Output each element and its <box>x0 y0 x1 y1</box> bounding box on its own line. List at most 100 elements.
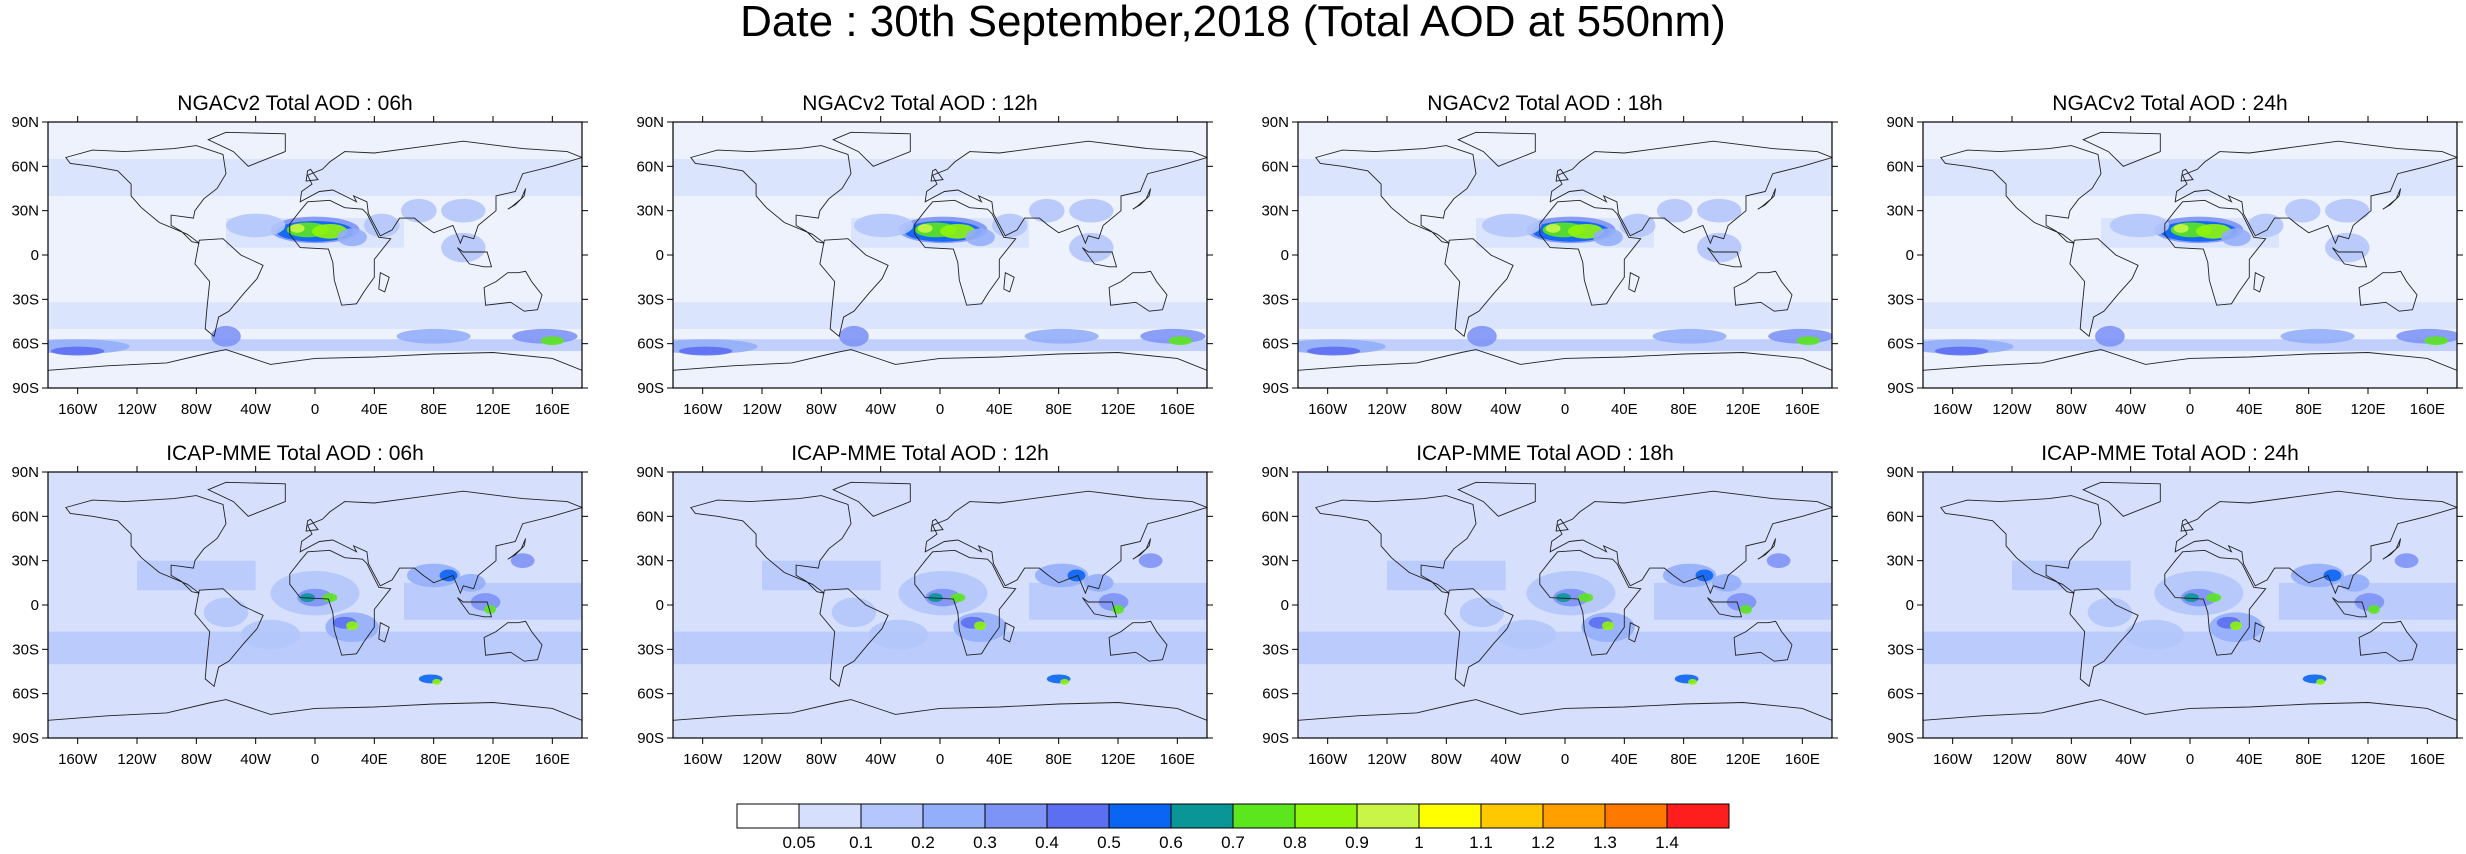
lon-tick-label: 80E <box>1670 401 1697 418</box>
coastline <box>507 188 527 210</box>
lat-tick-label: 60N <box>1886 158 1914 175</box>
lat-tick-label: 60N <box>1261 158 1289 175</box>
colorbar-label: 1.2 <box>1531 833 1555 852</box>
aod-band <box>673 158 1207 196</box>
lon-tick-label: 160W <box>1308 751 1348 768</box>
lon-tick-label: 0 <box>2186 401 2194 418</box>
colorbar-segment <box>1542 803 1606 829</box>
coastline <box>673 699 1207 738</box>
colorbar-label: 0.2 <box>911 833 935 852</box>
lon-tick-label: 40W <box>2115 401 2147 418</box>
coastline <box>289 549 392 656</box>
colorbar-label: 0.8 <box>1283 833 1307 852</box>
aod-band <box>673 508 1207 539</box>
aod-map: 90N 60N 30N 0 30S 60S 90S 160W 120W 80W 40W 0 40E 80E… <box>636 114 1213 418</box>
coastline <box>2382 538 2402 560</box>
coastline <box>1628 271 1640 293</box>
lon-tick-label: 160E <box>2410 401 2445 418</box>
coastline <box>1707 247 1743 268</box>
lon-tick-label: 40E <box>361 751 388 768</box>
lat-tick-label: 30N <box>636 203 664 220</box>
lon-tick-label: 160W <box>1933 401 1973 418</box>
aod-hotspot <box>2324 198 2370 223</box>
aod-hotspot <box>346 621 359 631</box>
aod-band <box>1298 631 1832 665</box>
lat-tick-label: 30N <box>1886 553 1914 570</box>
lon-tick-label: 80E <box>2295 751 2322 768</box>
lon-tick-label: 160E <box>1785 751 1820 768</box>
aod-hotspot <box>401 198 437 223</box>
lon-tick-label: 120E <box>475 401 510 418</box>
lat-tick-label: 90S <box>637 730 664 747</box>
lon-tick-label: 40W <box>1490 751 1522 768</box>
aod-hotspot <box>1060 678 1070 685</box>
panel-title: ICAP-MME Total AOD : 12h <box>791 442 1049 465</box>
colorbar-label: 0.4 <box>1035 833 1059 852</box>
map-panel: ICAP-MME Total AOD : 18h 90N 60N 30N 0 30S 60S… <box>1250 442 1840 832</box>
coastline <box>305 518 319 532</box>
aod-band <box>1923 339 2457 352</box>
lat-tick-label: 0 <box>656 247 664 264</box>
lat-tick-label: 60N <box>11 508 39 525</box>
lon-tick-label: 120W <box>117 751 157 768</box>
aod-hotspot <box>540 336 565 346</box>
lat-tick-label: 60N <box>1261 508 1289 525</box>
aod-band <box>1298 339 1832 352</box>
coastline <box>1457 481 1536 517</box>
aod-band <box>673 339 1207 352</box>
lat-tick-label: 0 <box>1906 247 1914 264</box>
lat-tick-label: 90N <box>11 114 39 131</box>
lon-tick-label: 40E <box>1611 401 1638 418</box>
aod-band <box>48 302 582 329</box>
lat-tick-label: 90S <box>1262 380 1289 397</box>
coastline <box>914 549 1017 656</box>
coastline <box>1940 145 2102 244</box>
coastline <box>2069 238 2139 338</box>
panel-title: NGACv2 Total AOD : 24h <box>2052 92 2288 115</box>
lon-tick-label: 160W <box>58 401 98 418</box>
coastline <box>1923 699 2457 738</box>
aod-hotspot <box>455 573 486 592</box>
coastline <box>1132 538 1152 560</box>
coastline <box>1733 620 1793 662</box>
coastline <box>194 238 264 338</box>
aod-hotspot <box>1697 198 1742 223</box>
lon-tick-label: 160W <box>58 751 98 768</box>
aod-band <box>1923 158 2457 196</box>
coastline <box>2358 270 2418 312</box>
lon-tick-label: 120E <box>1725 751 1760 768</box>
colorbar-segment <box>1356 803 1420 829</box>
aod-hotspot <box>925 588 961 607</box>
colorbar-label: 0.05 <box>782 833 815 852</box>
colorbar-segment <box>1232 803 1296 829</box>
aod-hotspot <box>510 553 535 569</box>
aod-hotspot <box>226 213 286 238</box>
aod-hotspot <box>1656 198 1693 223</box>
aod-hotspot <box>2184 593 2199 603</box>
aod-hotspot <box>1083 573 1114 592</box>
lon-tick-label: 160E <box>535 401 570 418</box>
coastline <box>483 270 543 312</box>
lat-tick-label: 30N <box>11 203 39 220</box>
colorbar-segment <box>736 803 800 829</box>
panel-title: NGACv2 Total AOD : 06h <box>177 92 413 115</box>
coastline <box>924 490 1207 595</box>
aod-hotspot <box>1593 228 1623 247</box>
lon-tick-label: 80W <box>2056 751 2088 768</box>
coastline <box>207 481 286 517</box>
lat-tick-label: 0 <box>656 597 664 614</box>
coastline <box>2174 140 2457 245</box>
coastline <box>457 597 493 618</box>
lat-tick-label: 90N <box>1886 464 1914 481</box>
aod-band <box>48 158 582 196</box>
lon-tick-label: 40W <box>240 401 272 418</box>
lat-tick-label: 90N <box>636 464 664 481</box>
colorbar-segment <box>1480 803 1544 829</box>
colorbar-segment <box>1108 803 1172 829</box>
coastline <box>1315 145 1477 244</box>
coastline <box>289 199 392 306</box>
aod-hotspot <box>1695 569 1714 582</box>
aod-hotspot <box>2424 336 2449 346</box>
lat-tick-label: 90N <box>1886 114 1914 131</box>
coastline <box>832 131 911 167</box>
